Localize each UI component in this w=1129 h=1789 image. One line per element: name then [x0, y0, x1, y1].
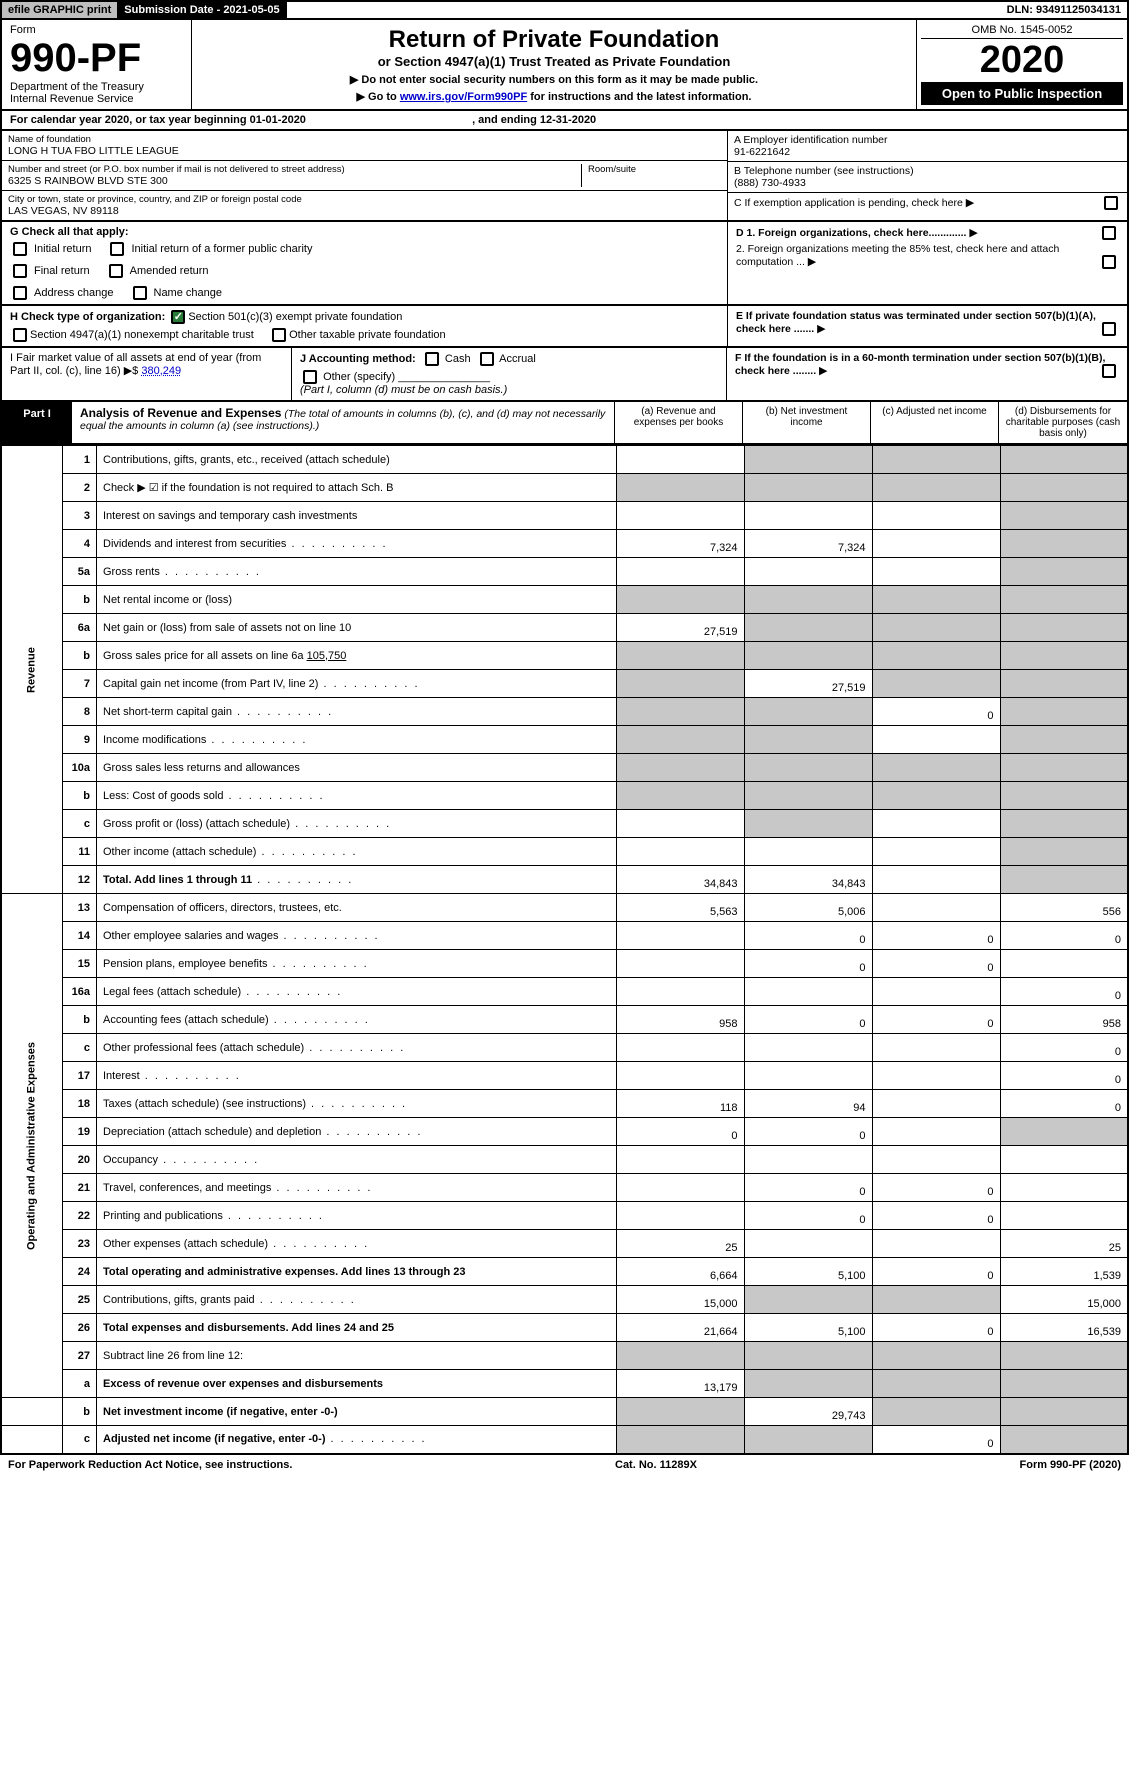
part1-title: Analysis of Revenue and Expenses	[80, 406, 281, 420]
instruction-1: ▶ Do not enter social security numbers o…	[198, 73, 910, 86]
ein-label: A Employer identification number	[734, 134, 1121, 146]
h-4947-checkbox[interactable]	[13, 328, 27, 342]
dln-label: DLN: 93491125034131	[1001, 2, 1127, 18]
footer-right: Form 990-PF (2020)	[1020, 1459, 1121, 1471]
exemption-checkbox[interactable]	[1104, 196, 1118, 210]
form-number: 990-PF	[10, 36, 183, 81]
f-checkbox[interactable]	[1102, 364, 1116, 378]
g-final-return-checkbox[interactable]	[13, 264, 27, 278]
dept-label: Department of the Treasury	[10, 81, 183, 93]
page-footer: For Paperwork Reduction Act Notice, see …	[0, 1455, 1129, 1475]
section-g: G Check all that apply: Initial return I…	[0, 222, 1129, 306]
g-address-change-checkbox[interactable]	[13, 286, 27, 300]
fmv-value: 380,249	[141, 365, 181, 377]
j-accrual-checkbox[interactable]	[480, 352, 494, 366]
g-initial-public-checkbox[interactable]	[110, 242, 124, 256]
city-value: LAS VEGAS, NV 89118	[8, 205, 721, 217]
part1-header: Part I Analysis of Revenue and Expenses …	[0, 402, 1129, 445]
i-label: I Fair market value of all assets at end…	[10, 352, 261, 377]
phone-value: (888) 730-4933	[734, 177, 1121, 189]
j-label: J Accounting method:	[300, 353, 416, 365]
j-other-checkbox[interactable]	[303, 370, 317, 384]
d2-checkbox[interactable]	[1102, 255, 1116, 269]
exemption-label: C If exemption application is pending, c…	[734, 197, 963, 209]
f-label: F If the foundation is in a 60-month ter…	[735, 352, 1105, 377]
part1-table: Revenue 1Contributions, gifts, grants, e…	[0, 445, 1129, 1455]
h-label: H Check type of organization:	[10, 311, 165, 323]
h-501c3-checkbox[interactable]: ✓	[171, 310, 185, 324]
footer-left: For Paperwork Reduction Act Notice, see …	[8, 1459, 292, 1471]
g-name-change-checkbox[interactable]	[133, 286, 147, 300]
form-label: Form	[10, 24, 183, 36]
part1-label: Part I	[2, 402, 72, 443]
d1-checkbox[interactable]	[1102, 226, 1116, 240]
section-h: H Check type of organization: ✓Section 5…	[0, 306, 1129, 348]
address-value: 6325 S RAINBOW BLVD STE 300	[8, 175, 581, 187]
j-note: (Part I, column (d) must be on cash basi…	[300, 384, 718, 396]
j-cash-checkbox[interactable]	[425, 352, 439, 366]
form-link[interactable]: www.irs.gov/Form990PF	[400, 91, 527, 103]
instruction-2: ▶ Go to www.irs.gov/Form990PF for instru…	[198, 90, 910, 103]
open-public-badge: Open to Public Inspection	[921, 82, 1123, 105]
g-label: G Check all that apply:	[10, 226, 129, 238]
col-a-header: (a) Revenue and expenses per books	[615, 402, 743, 443]
foundation-name: LONG H TUA FBO LITTLE LEAGUE	[8, 145, 721, 157]
col-b-header: (b) Net investment income	[743, 402, 871, 443]
g-initial-return-checkbox[interactable]	[13, 242, 27, 256]
h-other-checkbox[interactable]	[272, 328, 286, 342]
ein-value: 91-6221642	[734, 146, 1121, 158]
phone-label: B Telephone number (see instructions)	[734, 165, 1121, 177]
efile-print-button[interactable]: efile GRAPHIC print	[2, 2, 118, 18]
d2-label: 2. Foreign organizations meeting the 85%…	[736, 243, 1059, 268]
d1-label: D 1. Foreign organizations, check here..…	[736, 227, 966, 239]
revenue-vlabel: Revenue	[1, 446, 63, 894]
identification-block: Name of foundation LONG H TUA FBO LITTLE…	[0, 131, 1129, 222]
submission-date-button[interactable]: Submission Date - 2021-05-05	[118, 2, 286, 18]
footer-mid: Cat. No. 11289X	[615, 1459, 697, 1471]
form-subtitle: or Section 4947(a)(1) Trust Treated as P…	[198, 54, 910, 69]
section-ij: I Fair market value of all assets at end…	[0, 348, 1129, 402]
e-label: E If private foundation status was termi…	[736, 310, 1096, 335]
room-label: Room/suite	[588, 164, 721, 175]
form-header: Form 990-PF Department of the Treasury I…	[0, 20, 1129, 111]
name-label: Name of foundation	[8, 134, 721, 145]
g-amended-checkbox[interactable]	[109, 264, 123, 278]
e-checkbox[interactable]	[1102, 322, 1116, 336]
tax-year: 2020	[921, 39, 1123, 82]
expenses-vlabel: Operating and Administrative Expenses	[1, 894, 63, 1398]
col-d-header: (d) Disbursements for charitable purpose…	[999, 402, 1127, 443]
form-title: Return of Private Foundation	[198, 26, 910, 54]
col-c-header: (c) Adjusted net income	[871, 402, 999, 443]
omb-number: OMB No. 1545-0052	[921, 24, 1123, 39]
irs-label: Internal Revenue Service	[10, 93, 183, 105]
address-label: Number and street (or P.O. box number if…	[8, 164, 581, 175]
city-label: City or town, state or province, country…	[8, 194, 721, 205]
topbar: efile GRAPHIC print Submission Date - 20…	[0, 0, 1129, 20]
calendar-year-row: For calendar year 2020, or tax year begi…	[0, 111, 1129, 131]
